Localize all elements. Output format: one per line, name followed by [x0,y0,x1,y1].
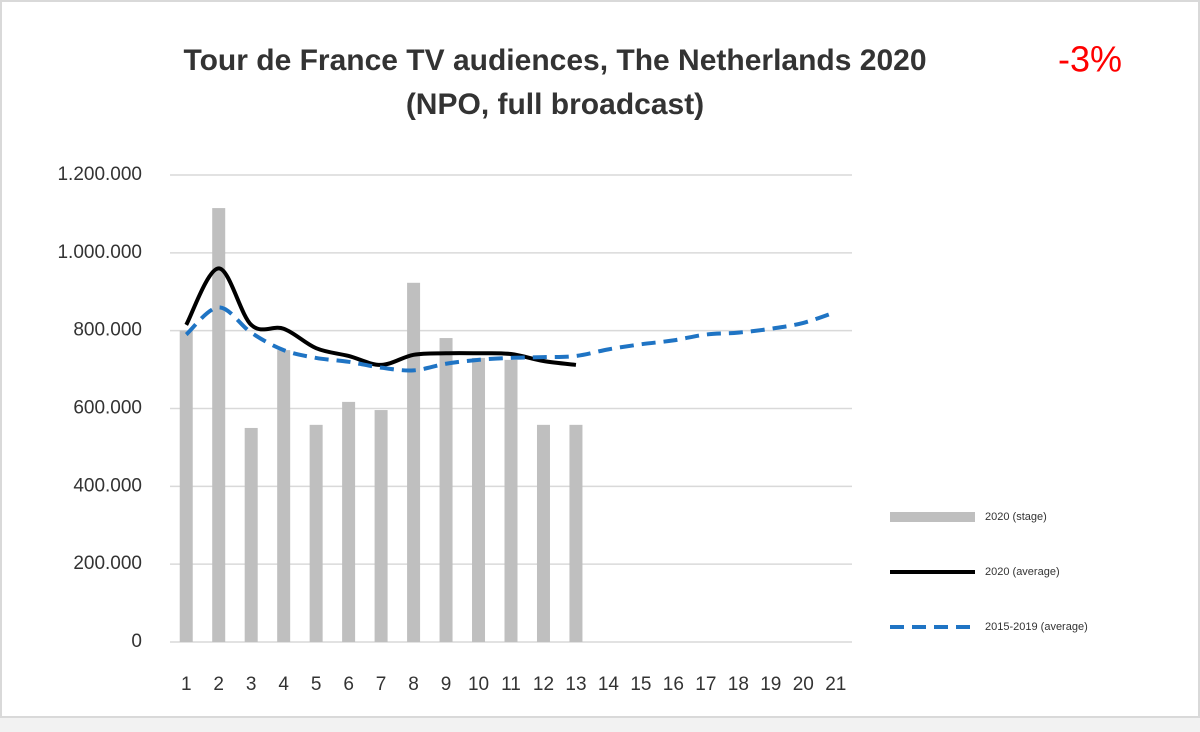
chart-subtitle: (NPO, full broadcast) [406,88,704,121]
bar [439,338,453,642]
x-tick-label: 11 [501,674,521,695]
annotation: -3% [1058,39,1122,80]
x-tick-label: 6 [343,674,354,695]
line [184,266,577,367]
bar [472,357,486,642]
x-tick-label: 21 [825,674,846,695]
x-tick-label: 15 [630,674,651,695]
bottom-strip [0,718,1200,732]
x-tick-label: 3 [246,674,257,695]
x-tick-label: 2 [213,674,224,695]
x-tick-label: 18 [728,674,749,695]
legend-label: 2015-2019 (average) [985,621,1088,633]
bar [504,359,518,642]
bar [407,282,421,642]
bar [536,424,550,642]
x-tick-label: 1 [181,674,192,695]
bar [569,424,583,642]
legend-label: 2020 (average) [985,566,1060,578]
x-tick-label: 4 [278,674,289,695]
x-tick-label: 17 [695,674,716,695]
x-tick-label: 13 [565,674,586,695]
y-tick-label: 0 [131,631,142,652]
legend-label: 2020 (stage) [985,511,1047,523]
bar [244,427,258,642]
bar [179,330,193,642]
y-tick-label: 1.200.000 [57,164,142,185]
y-tick-label: 600.000 [73,398,142,419]
bar [342,401,356,642]
bar [309,424,323,642]
y-tick-label: 200.000 [73,553,142,574]
bar [277,350,291,642]
x-tick-label: 20 [793,674,814,695]
x-tick-label: 7 [376,674,387,695]
x-tick-label: 10 [468,674,489,695]
y-tick-label: 800.000 [73,320,142,341]
chart-title: Tour de France TV audiences, The Netherl… [183,44,926,77]
x-tick-label: 16 [663,674,684,695]
x-tick-label: 14 [598,674,620,695]
x-tick-label: 5 [311,674,322,695]
bar [374,410,388,642]
bar [212,208,226,642]
line [184,305,837,373]
x-tick-label: 8 [408,674,419,695]
y-tick-label: 1.000.000 [57,242,142,263]
y-tick-label: 400.000 [73,475,142,496]
x-tick-label: 12 [533,674,554,695]
x-tick-label: 19 [760,674,781,695]
x-tick-label: 9 [441,674,452,695]
legend-swatch [890,512,975,522]
